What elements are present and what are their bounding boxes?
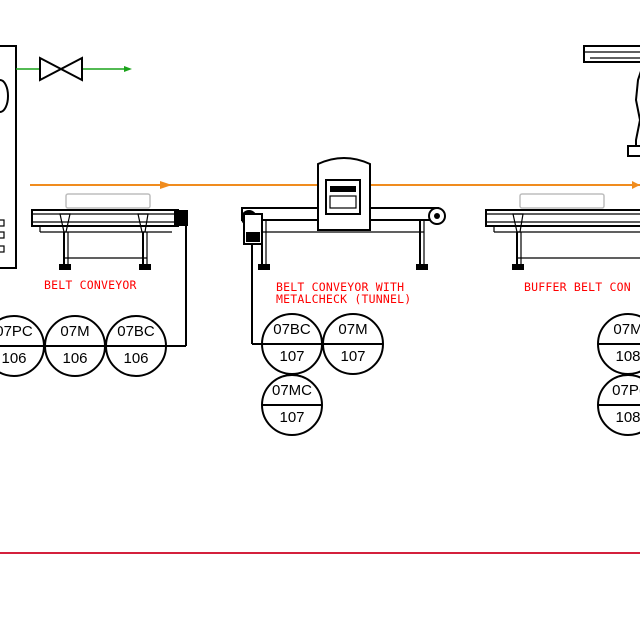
- belt-conveyor-106[interactable]: [31, 193, 188, 270]
- tag-number: 106: [1, 350, 26, 367]
- tag-07bc-106[interactable]: 07BC 106: [105, 315, 167, 377]
- tag-code: 07BC: [273, 321, 311, 338]
- signal-lines: [166, 222, 262, 347]
- tag-07m-108[interactable]: 07M 108: [597, 313, 640, 375]
- tag-number: 107: [279, 409, 304, 426]
- product-flow-line: [30, 181, 640, 189]
- metal-check-conveyor-107[interactable]: [241, 207, 446, 270]
- tag-code: 07M: [613, 321, 640, 338]
- tag-number: 108: [615, 348, 640, 365]
- water-line: [16, 66, 132, 72]
- top-right-equipment: [583, 45, 640, 157]
- tag-code: 07MC: [272, 382, 312, 399]
- tag-number: 106: [123, 350, 148, 367]
- left-vessel: [0, 45, 17, 269]
- tag-number: 107: [279, 348, 304, 365]
- tag-code: 07BC: [117, 323, 155, 340]
- valve-icon[interactable]: [39, 56, 83, 82]
- tag-code: 07P(: [612, 382, 640, 399]
- tag-07m-106[interactable]: 07M 106: [44, 315, 106, 377]
- tag-code: 07M: [338, 321, 367, 338]
- tag-number: 108: [615, 409, 640, 426]
- tag-07m-107[interactable]: 07M 107: [322, 313, 384, 375]
- buffer-belt-conveyor-108[interactable]: [485, 193, 640, 270]
- tag-07mc-107[interactable]: 07MC 107: [261, 374, 323, 436]
- metal-check-label-line2: METALCHECK (TUNNEL): [276, 292, 411, 306]
- tag-07pc-108[interactable]: 07P( 108: [597, 374, 640, 436]
- tag-code: 07PC: [0, 323, 33, 340]
- belt-conveyor-label: BELT CONVEYOR: [44, 278, 137, 292]
- tag-number: 107: [340, 348, 365, 365]
- tag-07bc-107[interactable]: 07BC 107: [261, 313, 323, 375]
- metal-detector-tunnel[interactable]: [317, 157, 371, 231]
- buffer-belt-conveyor-label: BUFFER BELT CON: [524, 280, 631, 294]
- tag-number: 106: [62, 350, 87, 367]
- tag-07pc-106[interactable]: 07PC 106: [0, 315, 45, 377]
- tag-code: 07M: [60, 323, 89, 340]
- metal-check-label-line1: BELT CONVEYOR WITH: [276, 280, 404, 294]
